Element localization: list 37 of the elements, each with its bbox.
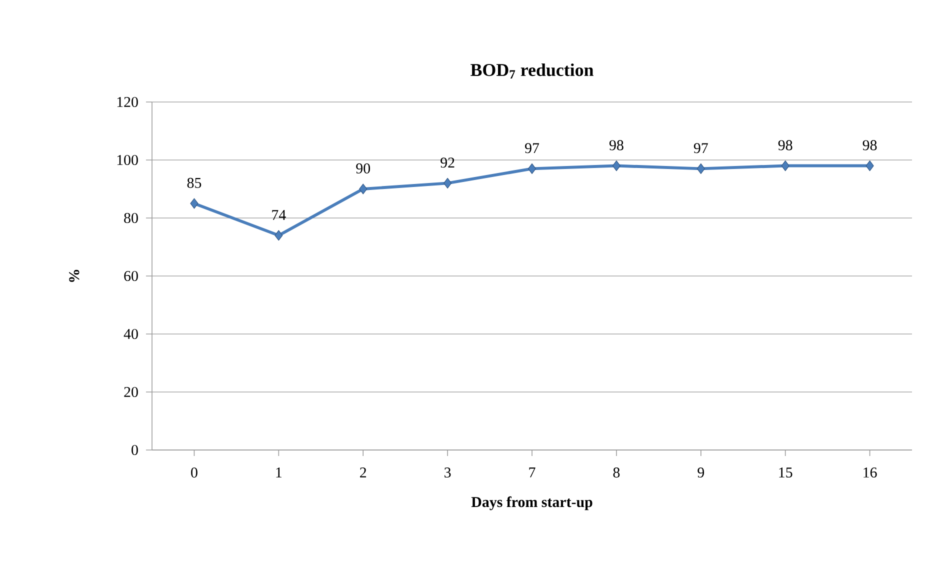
x-tick-label: 7 [529, 468, 536, 478]
point [528, 163, 536, 174]
point [190, 198, 198, 209]
y-tick-label: 0 [132, 444, 138, 456]
data-label: 97 [694, 143, 708, 154]
y-axis-title: % [69, 270, 80, 282]
x-tick-label: 9 [698, 468, 704, 478]
data-label: 97 [525, 143, 540, 154]
y-tick-label: 40 [124, 328, 138, 340]
point [444, 178, 452, 188]
y-tick-label: 20 [124, 386, 138, 398]
data-label: 90 [356, 163, 370, 174]
data-label: 74 [272, 210, 286, 220]
x-tick-label: 8 [613, 468, 620, 478]
x-tick-label: 16 [864, 468, 877, 478]
x-axis-title: Days from start-up [471, 496, 592, 510]
y-tick-label: 60 [124, 270, 138, 282]
data-label: 92 [440, 158, 454, 168]
data-label: 98 [862, 140, 877, 150]
x-tick-label: 1 [276, 468, 282, 478]
y-tick-label: 120 [117, 96, 138, 108]
chart-title: BOD$_{7}$ reduction [470, 63, 594, 78]
point [359, 184, 368, 194]
point [612, 160, 620, 172]
y-tick-label: 100 [117, 154, 138, 166]
x-tick-label: 0 [191, 468, 198, 478]
y-tick-label: 80 [124, 212, 138, 224]
x-tick-label: 15 [779, 468, 792, 478]
point [866, 160, 874, 172]
data-label: 98 [778, 140, 792, 150]
point [274, 230, 283, 241]
x-tick-label: 2 [360, 468, 366, 478]
data-label: 85 [187, 178, 202, 188]
point [696, 163, 705, 174]
data-label: 98 [609, 140, 624, 150]
point [781, 160, 790, 172]
x-tick-label: 3 [444, 468, 451, 478]
